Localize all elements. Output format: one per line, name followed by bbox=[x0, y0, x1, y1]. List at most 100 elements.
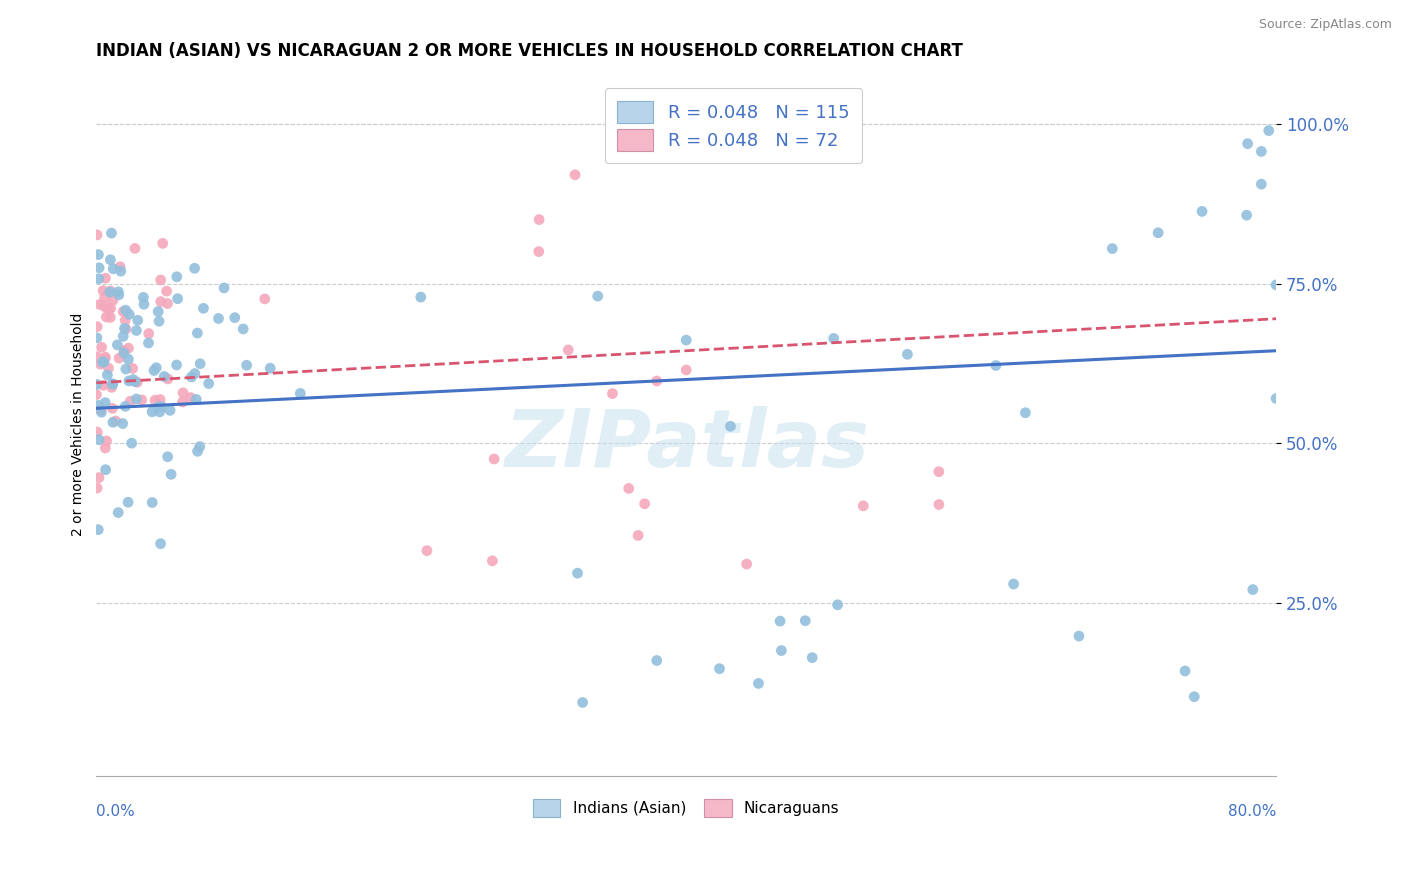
Point bbox=[101, 293, 124, 308]
Point bbox=[928, 465, 950, 479]
Point bbox=[852, 499, 875, 513]
Point bbox=[86, 387, 108, 401]
Point bbox=[650, 120, 672, 134]
Point bbox=[98, 285, 121, 299]
Point bbox=[675, 333, 697, 347]
Point bbox=[138, 326, 160, 341]
Point bbox=[125, 392, 148, 406]
Point bbox=[90, 405, 112, 419]
Point bbox=[110, 264, 132, 278]
Point bbox=[180, 370, 202, 384]
Point bbox=[108, 260, 131, 274]
Text: Source: ZipAtlas.com: Source: ZipAtlas.com bbox=[1258, 18, 1392, 31]
Point bbox=[107, 285, 129, 299]
Point bbox=[117, 352, 139, 367]
Point bbox=[928, 498, 950, 512]
Point bbox=[627, 528, 650, 542]
Point bbox=[527, 244, 550, 259]
Text: 80.0%: 80.0% bbox=[1227, 805, 1277, 820]
Point bbox=[571, 695, 593, 709]
Point bbox=[127, 313, 149, 327]
Point bbox=[87, 470, 110, 484]
Point bbox=[482, 452, 505, 467]
Point bbox=[101, 401, 124, 416]
Point bbox=[105, 338, 128, 352]
Point bbox=[111, 417, 134, 431]
Point bbox=[114, 400, 136, 414]
Point bbox=[94, 463, 117, 477]
Point bbox=[1101, 242, 1123, 256]
Point bbox=[197, 376, 219, 391]
Point bbox=[207, 311, 229, 326]
Point bbox=[114, 303, 136, 318]
Point bbox=[118, 374, 141, 388]
Point bbox=[150, 400, 173, 414]
Point bbox=[115, 362, 138, 376]
Point bbox=[735, 557, 758, 571]
Point bbox=[87, 523, 110, 537]
Point bbox=[253, 292, 276, 306]
Point bbox=[104, 414, 127, 428]
Point bbox=[1067, 629, 1090, 643]
Point bbox=[1014, 406, 1036, 420]
Point bbox=[416, 543, 439, 558]
Point bbox=[91, 355, 114, 369]
Text: INDIAN (ASIAN) VS NICARAGUAN 2 OR MORE VEHICLES IN HOUSEHOLD CORRELATION CHART: INDIAN (ASIAN) VS NICARAGUAN 2 OR MORE V… bbox=[97, 42, 963, 60]
Point bbox=[100, 380, 122, 394]
Point bbox=[141, 405, 163, 419]
Point bbox=[87, 272, 110, 286]
Point bbox=[143, 393, 166, 408]
Point bbox=[184, 367, 207, 381]
Point bbox=[114, 321, 136, 335]
Point bbox=[801, 650, 824, 665]
Point bbox=[148, 304, 170, 318]
Point bbox=[720, 419, 742, 434]
Point bbox=[156, 450, 179, 464]
Y-axis label: 2 or more Vehicles in Household: 2 or more Vehicles in Household bbox=[72, 312, 86, 536]
Point bbox=[93, 290, 115, 304]
Point bbox=[90, 340, 112, 354]
Point bbox=[1002, 577, 1025, 591]
Point bbox=[97, 361, 120, 376]
Point bbox=[86, 331, 108, 345]
Point bbox=[114, 313, 136, 327]
Point bbox=[132, 297, 155, 311]
Point bbox=[747, 676, 769, 690]
Point bbox=[96, 310, 118, 324]
Point bbox=[87, 260, 110, 275]
Point bbox=[143, 363, 166, 377]
Point bbox=[409, 290, 432, 304]
Point bbox=[112, 343, 135, 358]
Point bbox=[97, 302, 120, 317]
Point bbox=[153, 369, 176, 384]
Point bbox=[103, 261, 125, 276]
Point bbox=[93, 355, 115, 369]
Point bbox=[94, 271, 117, 285]
Point bbox=[770, 643, 793, 657]
Point bbox=[96, 434, 118, 448]
Point bbox=[124, 241, 146, 255]
Point bbox=[132, 290, 155, 304]
Point bbox=[159, 403, 181, 417]
Point bbox=[86, 319, 108, 334]
Point bbox=[108, 288, 131, 302]
Point bbox=[567, 566, 589, 581]
Point bbox=[149, 537, 172, 551]
Point bbox=[93, 300, 115, 314]
Point bbox=[149, 273, 172, 287]
Point bbox=[112, 304, 135, 318]
Point bbox=[87, 398, 110, 412]
Point bbox=[149, 405, 172, 419]
Point bbox=[896, 347, 918, 361]
Point bbox=[224, 310, 246, 325]
Point bbox=[91, 378, 114, 392]
Point bbox=[481, 554, 503, 568]
Point bbox=[187, 444, 209, 458]
Point bbox=[193, 301, 215, 316]
Point bbox=[94, 351, 117, 366]
Point bbox=[183, 261, 205, 276]
Point bbox=[118, 307, 141, 321]
Point bbox=[86, 425, 108, 439]
Point bbox=[138, 336, 160, 351]
Point bbox=[769, 614, 792, 628]
